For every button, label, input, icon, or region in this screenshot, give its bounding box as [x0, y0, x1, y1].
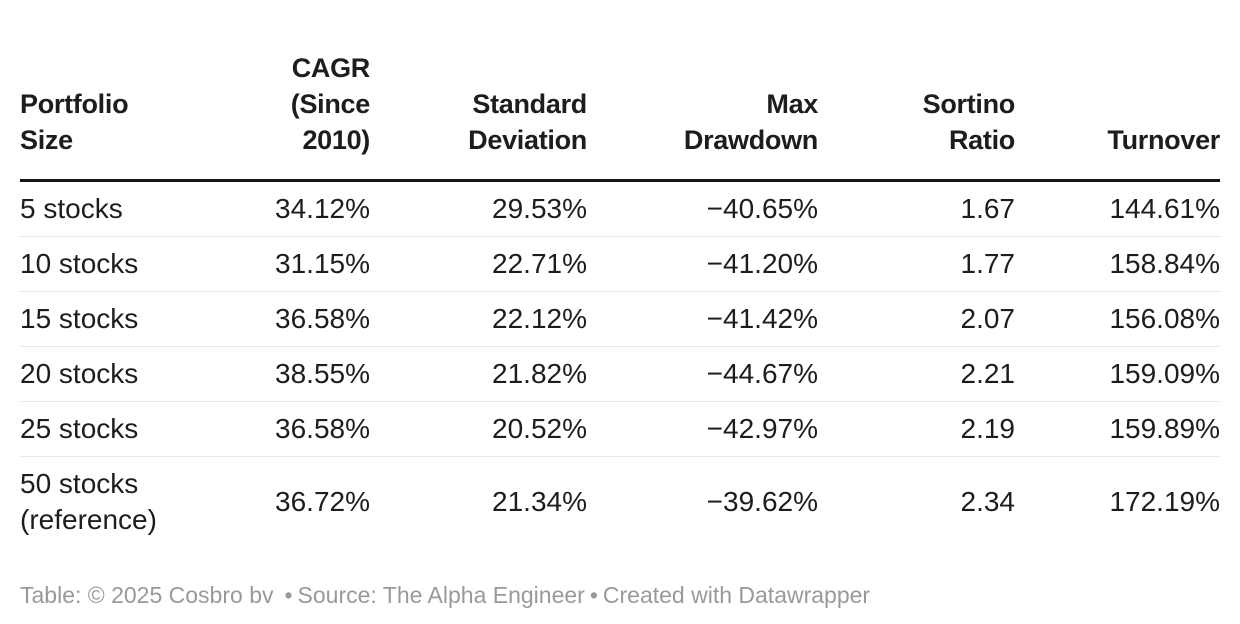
cell-portfolio-size: 20 stocks — [20, 358, 139, 389]
cell-portfolio-size: 25 stocks — [20, 413, 139, 444]
table-row: 5 stocks 34.12% 29.53% −40.65% 1.67 144.… — [20, 181, 1220, 237]
cell-turnover: 159.09% — [1109, 358, 1220, 389]
cell-cagr: 36.58% — [275, 413, 370, 444]
cell-cagr: 36.58% — [275, 303, 370, 334]
col-header-cagr: CAGR (Since 2010) — [290, 53, 371, 155]
cell-sortino-ratio: 1.67 — [960, 193, 1016, 224]
bullet-separator: • — [284, 582, 293, 608]
cell-max-drawdown: −40.65% — [706, 193, 818, 224]
cell-standard-deviation: 22.71% — [492, 248, 587, 279]
table-row: 20 stocks 38.55% 21.82% −44.67% 2.21 159… — [20, 346, 1220, 402]
cell-portfolio-size: 10 stocks — [20, 248, 139, 279]
cell-standard-deviation: 21.34% — [492, 486, 587, 517]
cell-portfolio-size: 50 stocks (reference) — [20, 468, 157, 535]
header-row: Portfolio Size CAGR (Since 2010) Standar… — [20, 50, 1220, 181]
col-header-sortino-ratio: Sortino Ratio — [922, 89, 1016, 155]
cell-portfolio-size: 5 stocks — [20, 193, 123, 224]
col-header-portfolio-size: Portfolio Size — [20, 89, 129, 155]
cell-turnover: 172.19% — [1109, 486, 1220, 517]
datawrapper-credit-link[interactable]: Created with Datawrapper — [602, 582, 871, 608]
col-header-turnover: Turnover — [1107, 125, 1220, 155]
cell-cagr: 31.15% — [275, 248, 370, 279]
cell-max-drawdown: −44.67% — [706, 358, 818, 389]
table-row: 25 stocks 36.58% 20.52% −42.97% 2.19 159… — [20, 401, 1220, 457]
cell-turnover: 144.61% — [1109, 193, 1220, 224]
cell-cagr: 38.55% — [275, 358, 370, 389]
table-row: 50 stocks (reference) 36.72% 21.34% −39.… — [20, 456, 1220, 548]
cell-sortino-ratio: 2.34 — [960, 486, 1016, 517]
cell-sortino-ratio: 2.21 — [960, 358, 1016, 389]
cell-max-drawdown: −41.42% — [706, 303, 818, 334]
cell-portfolio-size: 15 stocks — [20, 303, 139, 334]
cell-cagr: 36.72% — [275, 486, 370, 517]
portfolio-performance-table: Portfolio Size CAGR (Since 2010) Standar… — [20, 50, 1220, 547]
table-row: 10 stocks 31.15% 22.71% −41.20% 1.77 158… — [20, 236, 1220, 292]
cell-max-drawdown: −42.97% — [706, 413, 818, 444]
source-link[interactable]: Source: The Alpha Engineer — [297, 582, 585, 608]
cell-standard-deviation: 22.12% — [492, 303, 587, 334]
cell-cagr: 34.12% — [275, 193, 370, 224]
table-footer: Table: © 2025 Cosbro bv • Source: The Alph… — [20, 580, 1220, 610]
cell-max-drawdown: −39.62% — [706, 486, 818, 517]
cell-sortino-ratio: 2.07 — [960, 303, 1016, 334]
cell-standard-deviation: 20.52% — [492, 413, 587, 444]
cell-turnover: 159.89% — [1109, 413, 1220, 444]
bullet-separator: • — [589, 582, 598, 608]
cell-standard-deviation: 29.53% — [492, 193, 587, 224]
col-header-standard-deviation: Standard Deviation — [468, 89, 587, 155]
cell-sortino-ratio: 2.19 — [960, 413, 1016, 444]
cell-standard-deviation: 21.82% — [492, 358, 587, 389]
table-header: Portfolio Size CAGR (Since 2010) Standar… — [20, 50, 1220, 181]
attribution-text: Table: © 2025 Cosbro bv — [20, 582, 274, 608]
cell-turnover: 156.08% — [1109, 303, 1220, 334]
cell-sortino-ratio: 1.77 — [960, 248, 1016, 279]
table-body: 5 stocks 34.12% 29.53% −40.65% 1.67 144.… — [20, 181, 1220, 548]
cell-turnover: 158.84% — [1109, 248, 1220, 279]
table-container: Portfolio Size CAGR (Since 2010) Standar… — [20, 50, 1220, 547]
cell-max-drawdown: −41.20% — [706, 248, 818, 279]
table-row: 15 stocks 36.58% 22.12% −41.42% 2.07 156… — [20, 291, 1220, 347]
col-header-max-drawdown: Max Drawdown — [683, 89, 818, 155]
